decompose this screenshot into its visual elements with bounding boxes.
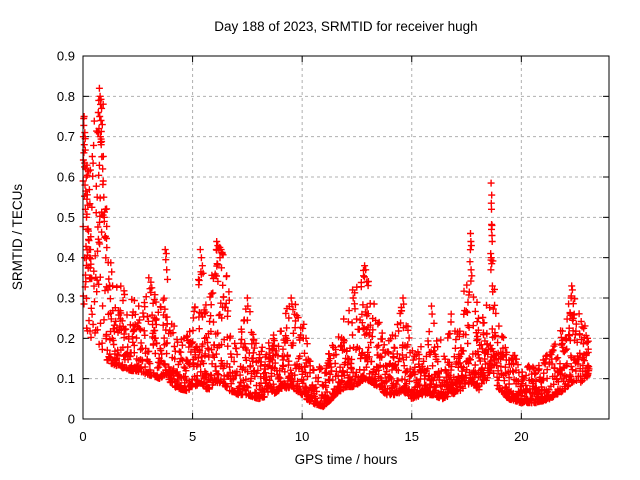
- chart-title: Day 188 of 2023, SRMTID for receiver hug…: [214, 19, 477, 34]
- data-points: [79, 84, 593, 411]
- scatter-plus-markers: [79, 84, 593, 411]
- y-tick-label: 0.3: [57, 291, 75, 306]
- x-axis-label: GPS time / hours: [295, 452, 398, 467]
- y-tick-label: 0.7: [57, 129, 75, 144]
- y-axis-label: SRMTID / TECUs: [10, 184, 25, 291]
- y-tick-label: 0.1: [57, 371, 75, 386]
- y-tick-label: 0.5: [57, 210, 75, 225]
- y-tick-label: 0.8: [57, 89, 75, 104]
- y-tick-label: 0: [68, 412, 75, 427]
- x-tick-label: 15: [405, 429, 419, 444]
- x-tick-label: 20: [514, 429, 528, 444]
- y-tick-label: 0.4: [57, 250, 75, 265]
- x-tick-label: 5: [189, 429, 196, 444]
- y-tick-label: 0.9: [57, 49, 75, 64]
- y-tick-label: 0.6: [57, 170, 75, 185]
- plot-border: [82, 55, 610, 420]
- y-tick-label: 0.2: [57, 331, 75, 346]
- tick-labels: 0 5 10 15 20 0 0.1 0.2 0.3 0.4 0.5 0.6 0.7 0.8 0.9: [57, 49, 529, 445]
- x-tick-label: 0: [79, 429, 86, 444]
- x-tick-label: 10: [295, 429, 309, 444]
